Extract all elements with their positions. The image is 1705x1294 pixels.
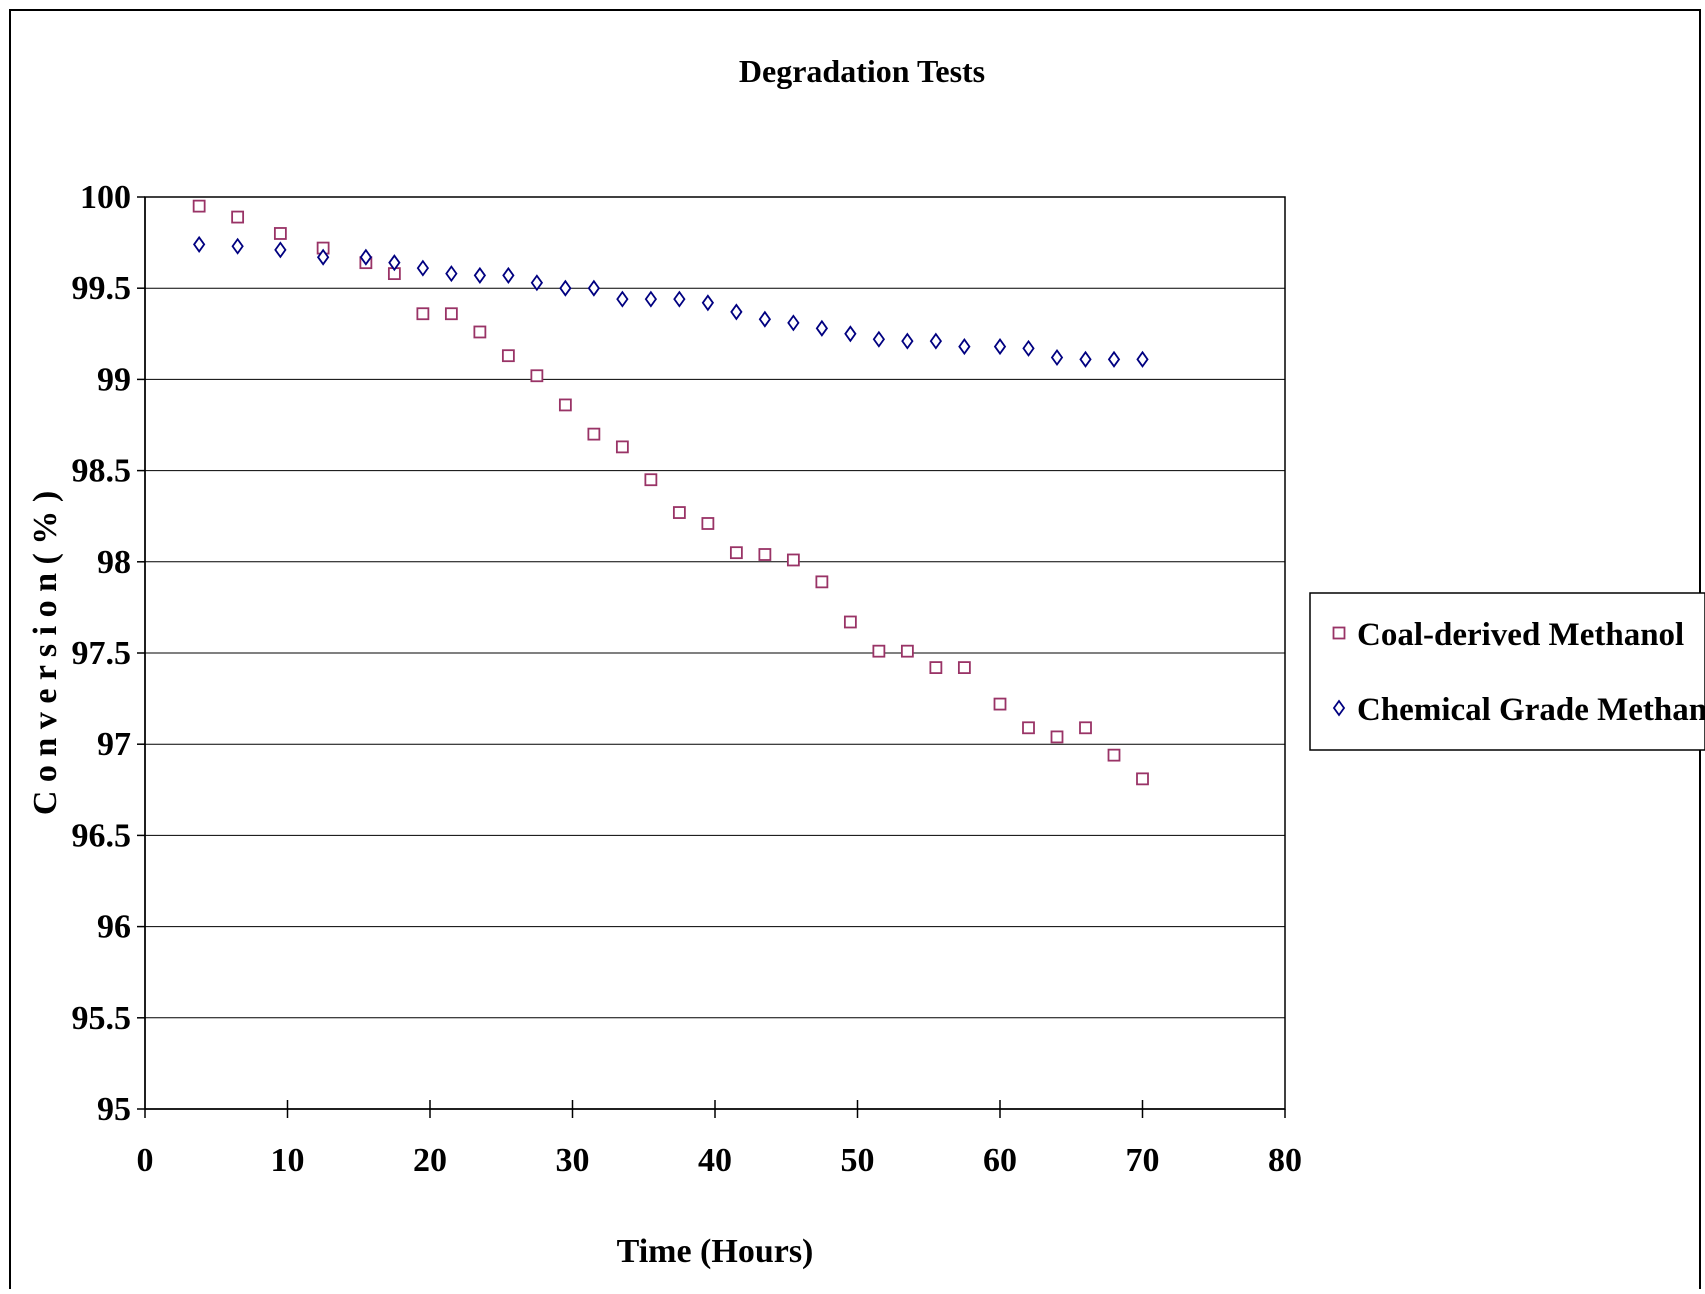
y-tick-label: 95.5 [72,1000,132,1037]
coal-derived-point [902,646,913,657]
coal-derived-point [275,228,286,239]
x-tick-label: 60 [983,1142,1017,1179]
y-tick-label: 98.5 [72,453,132,490]
y-tick-label: 97.5 [72,635,132,672]
legend-label: Coal-derived Methanol [1357,617,1684,653]
y-tick-label: 97 [97,726,131,763]
y-tick-label: 99 [97,361,131,398]
coal-derived-point [474,326,485,337]
coal-derived-point [674,507,685,518]
x-axis-title: Time (Hours) [617,1233,814,1270]
coal-derived-point [1109,750,1120,761]
y-tick-label: 100 [80,179,131,216]
chart-title: Degradation Tests [739,53,985,89]
y-axis-title: C o n v e r s i o n ( % ) [27,491,64,815]
coal-derived-point [232,212,243,223]
coal-derived-point [417,308,428,319]
legend-marker-square [1334,628,1345,639]
coal-derived-point [1080,722,1091,733]
y-tick-label: 99.5 [72,270,132,307]
coal-derived-point [930,662,941,673]
coal-derived-point [845,616,856,627]
coal-derived-point [588,429,599,440]
x-tick-label: 40 [698,1142,732,1179]
x-tick-label: 20 [413,1142,447,1179]
coal-derived-point [959,662,970,673]
coal-derived-point [995,699,1006,710]
coal-derived-point [446,308,457,319]
x-tick-label: 70 [1126,1142,1160,1179]
y-tick-label: 96 [97,909,131,946]
coal-derived-point [560,399,571,410]
x-tick-label: 10 [271,1142,305,1179]
coal-derived-point [759,549,770,560]
legend-label: Chemical Grade Methanol [1357,692,1705,728]
coal-derived-point [1137,773,1148,784]
coal-derived-point [617,441,628,452]
x-tick-label: 0 [137,1142,154,1179]
coal-derived-point [873,646,884,657]
coal-derived-point [645,474,656,485]
y-tick-label: 96.5 [72,817,132,854]
y-tick-label: 98 [97,544,131,581]
x-tick-label: 50 [841,1142,875,1179]
coal-derived-point [531,370,542,381]
coal-derived-point [503,350,514,361]
coal-derived-point [816,576,827,587]
coal-derived-point [1052,731,1063,742]
coal-derived-point [1023,722,1034,733]
coal-derived-point [702,518,713,529]
coal-derived-point [731,547,742,558]
x-tick-label: 80 [1268,1142,1302,1179]
legend: Coal-derived Methanol Chemical Grade Meth… [1310,593,1705,750]
coal-derived-point [194,201,205,212]
y-tick-label: 95 [97,1091,131,1128]
x-tick-label: 30 [556,1142,590,1179]
coal-derived-point [788,554,799,565]
